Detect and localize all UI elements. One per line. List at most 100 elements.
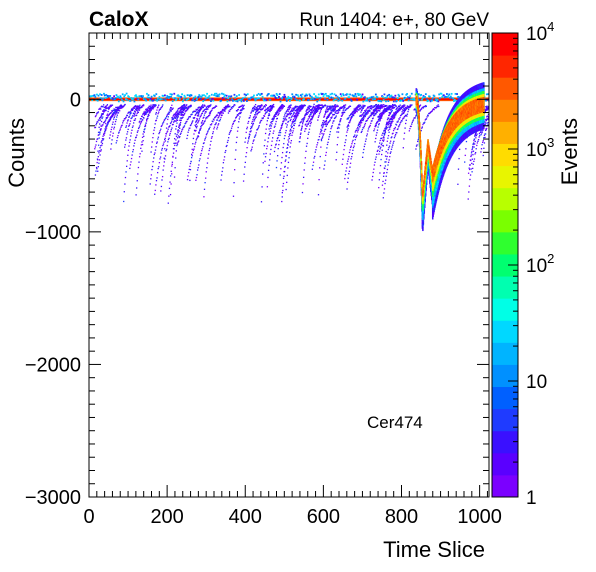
heatmap-cell bbox=[378, 124, 380, 126]
heatmap-cell bbox=[387, 161, 390, 164]
heatmap-cell bbox=[160, 106, 163, 109]
heatmap-cell bbox=[385, 126, 388, 128]
heatmap-cell bbox=[179, 117, 182, 119]
heatmap-cell bbox=[183, 94, 186, 97]
heatmap-cell bbox=[139, 123, 142, 125]
heatmap-cell bbox=[304, 113, 307, 115]
heatmap-cell bbox=[482, 140, 484, 142]
heatmap-cell bbox=[97, 111, 100, 113]
heatmap-cell bbox=[321, 106, 324, 109]
heatmap-cell bbox=[269, 98, 272, 101]
heatmap-cell bbox=[367, 128, 370, 130]
heatmap-cell bbox=[333, 120, 335, 122]
heatmap-cell bbox=[379, 120, 381, 122]
heatmap-cell bbox=[183, 109, 185, 112]
heatmap-cell bbox=[215, 92, 218, 95]
heatmap-cell bbox=[303, 118, 305, 121]
heatmap-cell bbox=[181, 93, 183, 96]
heatmap-cell bbox=[97, 94, 100, 97]
heatmap-cell bbox=[320, 108, 322, 110]
heatmap-cell bbox=[475, 137, 477, 139]
heatmap-cell bbox=[209, 126, 211, 128]
heatmap-cell bbox=[289, 130, 291, 132]
heatmap-cell bbox=[468, 168, 471, 171]
heatmap-cell bbox=[290, 116, 293, 118]
heatmap-cell bbox=[282, 182, 285, 185]
heatmap-cell bbox=[388, 107, 390, 109]
heatmap-cell bbox=[331, 125, 333, 127]
heatmap-cell bbox=[388, 126, 391, 128]
heatmap-cell bbox=[181, 129, 183, 131]
heatmap-cell bbox=[320, 139, 323, 142]
heatmap-cell bbox=[116, 110, 118, 113]
heatmap-cell bbox=[352, 146, 355, 149]
heatmap-cell bbox=[310, 111, 312, 113]
heatmap-cell bbox=[283, 175, 285, 177]
heatmap-cell bbox=[266, 120, 269, 122]
heatmap-cell bbox=[471, 171, 473, 173]
heatmap-cell bbox=[107, 107, 110, 109]
heatmap-cell bbox=[341, 111, 344, 114]
heatmap-cell bbox=[180, 111, 182, 113]
heatmap-cell bbox=[378, 179, 380, 181]
heatmap-cell bbox=[207, 106, 210, 108]
heatmap-cell bbox=[301, 93, 304, 96]
heatmap-cell bbox=[114, 115, 116, 117]
heatmap-cell bbox=[239, 112, 242, 115]
heatmap-cell bbox=[324, 160, 326, 162]
heatmap-cell bbox=[197, 135, 199, 137]
heatmap-cell bbox=[144, 128, 146, 130]
heatmap-cell bbox=[210, 137, 213, 139]
heatmap-cell bbox=[194, 130, 196, 132]
heatmap-cell bbox=[172, 107, 174, 109]
heatmap-cell bbox=[266, 94, 269, 97]
heatmap-cell bbox=[100, 141, 102, 143]
heatmap-cell bbox=[198, 118, 201, 120]
heatmap-cell bbox=[133, 113, 135, 115]
heatmap-cell bbox=[469, 178, 471, 181]
heatmap-cell bbox=[398, 109, 401, 111]
heatmap-cell bbox=[128, 116, 131, 118]
heatmap-cell bbox=[213, 117, 216, 119]
heatmap-cell bbox=[269, 130, 271, 132]
heatmap-cell bbox=[332, 108, 335, 110]
heatmap-cell bbox=[298, 124, 301, 126]
heatmap-cell bbox=[382, 140, 385, 142]
heatmap-cell bbox=[252, 107, 254, 110]
heatmap-cell bbox=[323, 93, 326, 96]
heatmap-cell bbox=[258, 125, 260, 127]
heatmap-cell bbox=[343, 108, 345, 110]
heatmap-cell bbox=[296, 99, 298, 101]
heatmap-cell bbox=[168, 111, 171, 113]
heatmap-cell bbox=[279, 110, 281, 112]
heatmap-cell bbox=[110, 117, 112, 120]
heatmap-cell bbox=[149, 99, 151, 102]
heatmap-cell bbox=[260, 201, 263, 203]
heatmap-cell bbox=[90, 95, 93, 98]
baseline-core bbox=[89, 98, 489, 101]
heatmap-cell bbox=[165, 149, 167, 152]
heatmap-cell bbox=[197, 135, 200, 138]
heatmap-cell bbox=[141, 115, 143, 117]
heatmap-cell bbox=[234, 158, 236, 161]
heatmap-cell bbox=[249, 131, 251, 133]
heatmap-cell bbox=[200, 95, 203, 98]
heatmap-cell bbox=[347, 125, 349, 127]
heatmap-cell bbox=[204, 105, 206, 107]
heatmap-cell bbox=[134, 139, 136, 141]
heatmap-cell bbox=[453, 100, 455, 103]
heatmap-cell bbox=[295, 118, 297, 120]
heatmap-cell bbox=[392, 144, 394, 146]
heatmap-cell bbox=[424, 93, 427, 96]
heatmap-cell bbox=[446, 93, 448, 95]
heatmap-cell bbox=[450, 92, 453, 95]
heatmap-cell bbox=[335, 159, 337, 161]
heatmap-cell bbox=[438, 189, 440, 192]
heatmap-cell bbox=[420, 93, 423, 96]
heatmap-cell bbox=[302, 183, 304, 185]
heatmap-cell bbox=[216, 128, 218, 130]
heatmap-cell bbox=[375, 137, 377, 140]
heatmap-cell bbox=[131, 116, 133, 118]
heatmap-cell bbox=[228, 137, 230, 139]
heatmap-cell bbox=[241, 108, 243, 110]
